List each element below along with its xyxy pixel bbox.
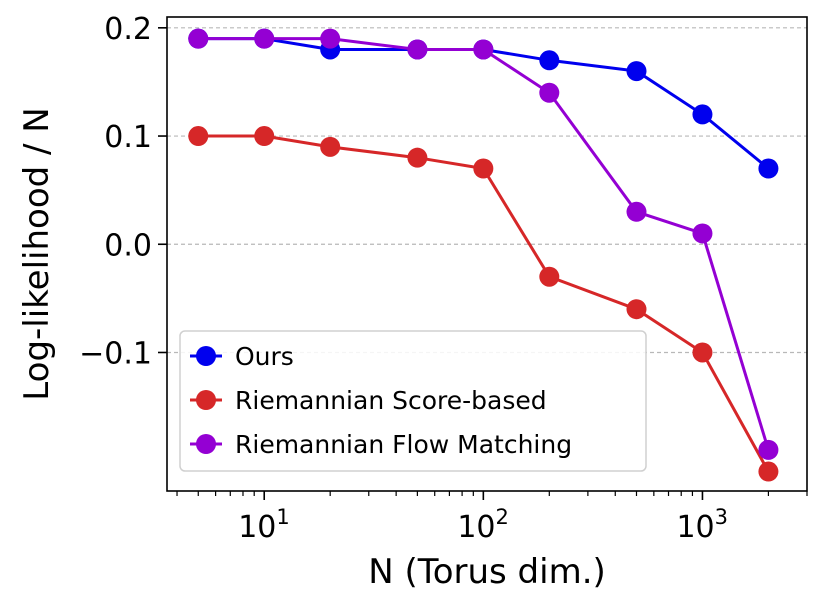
data-point — [539, 266, 560, 287]
data-point — [539, 82, 560, 103]
legend-swatch-marker — [196, 346, 216, 366]
data-point — [407, 147, 428, 168]
data-point — [473, 39, 494, 60]
x-tick-label: 101 — [238, 505, 290, 545]
y-axis-label: Log-likelihood / N — [17, 107, 57, 400]
x-tick-exponent: 1 — [276, 505, 289, 529]
x-tick-base: 10 — [457, 510, 495, 545]
data-point — [758, 158, 779, 179]
legend: Ours Riemannian Score-based Riemannian Flo… — [179, 330, 647, 472]
data-point — [320, 136, 341, 157]
data-point — [626, 61, 647, 82]
data-point — [692, 342, 713, 363]
x-axis-label: N (Torus dim.) — [368, 552, 606, 592]
data-point — [188, 28, 209, 49]
data-point — [254, 28, 275, 49]
legend-label: Riemannian Flow Matching — [235, 430, 572, 459]
data-point — [626, 299, 647, 320]
legend-swatch-marker — [196, 434, 216, 454]
y-tick-label: 0.1 — [104, 120, 152, 155]
x-tick-label: 103 — [676, 505, 728, 545]
series-layer — [188, 28, 779, 482]
x-axis: 101 102 103 — [176, 491, 808, 545]
data-point — [188, 126, 209, 147]
data-point — [758, 439, 779, 460]
data-point — [758, 461, 779, 482]
legend-box — [179, 330, 647, 472]
data-point — [692, 223, 713, 244]
y-tick-label: 0.2 — [104, 12, 152, 47]
legend-label: Ours — [235, 342, 294, 371]
data-point — [626, 201, 647, 222]
y-tick-label: 0.0 — [104, 228, 152, 263]
x-tick-base: 10 — [676, 510, 714, 545]
plot-frame — [166, 16, 808, 492]
data-point — [539, 50, 560, 71]
legend-swatch-marker — [196, 390, 216, 410]
data-point — [254, 126, 275, 147]
y-axis: −0.1 0.0 0.1 0.2 — [79, 12, 167, 371]
x-tick-base: 10 — [238, 510, 276, 545]
legend-label: Riemannian Score-based — [235, 386, 547, 415]
y-tick-label: −0.1 — [79, 336, 152, 371]
data-point — [407, 39, 428, 60]
data-point — [473, 158, 494, 179]
data-point — [692, 104, 713, 125]
x-tick-exponent: 2 — [496, 505, 509, 529]
data-point — [320, 28, 341, 49]
x-tick-label: 102 — [457, 505, 509, 545]
x-tick-exponent: 3 — [715, 505, 728, 529]
